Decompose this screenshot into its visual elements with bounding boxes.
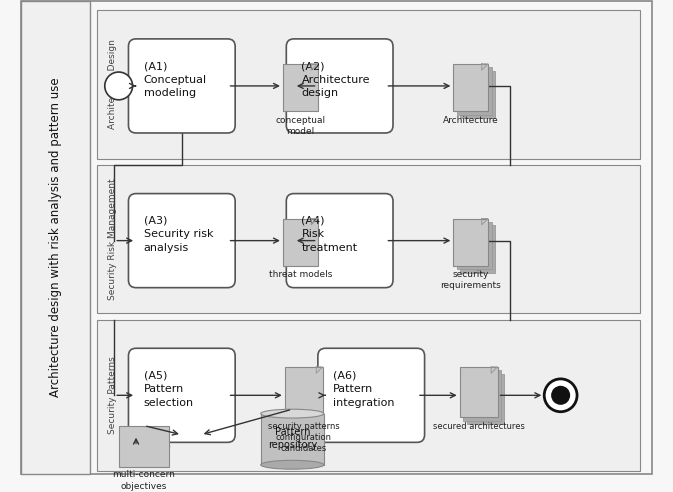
FancyBboxPatch shape [286, 193, 393, 288]
Text: security
requirements: security requirements [440, 270, 501, 290]
FancyBboxPatch shape [286, 67, 321, 115]
FancyBboxPatch shape [96, 10, 639, 158]
Text: Pattern
repository: Pattern repository [268, 427, 317, 450]
FancyBboxPatch shape [21, 0, 90, 474]
Text: Architecture design with risk analysis and pattern use: Architecture design with risk analysis a… [49, 78, 62, 397]
Text: (A5)
Pattern
selection: (A5) Pattern selection [143, 370, 194, 407]
FancyBboxPatch shape [457, 67, 491, 115]
FancyBboxPatch shape [460, 225, 495, 273]
FancyBboxPatch shape [460, 71, 495, 118]
Text: security patterns
configuration
candidates: security patterns configuration candidat… [268, 422, 340, 453]
FancyBboxPatch shape [463, 370, 501, 421]
FancyBboxPatch shape [290, 225, 324, 273]
Circle shape [105, 72, 133, 100]
Text: multi-concern
objectives: multi-concern objectives [112, 470, 176, 491]
FancyBboxPatch shape [96, 319, 639, 471]
FancyBboxPatch shape [129, 39, 235, 133]
FancyBboxPatch shape [283, 64, 318, 111]
Text: secured architectures: secured architectures [433, 422, 524, 431]
Text: (A6)
Pattern
integration: (A6) Pattern integration [333, 370, 394, 407]
Circle shape [544, 379, 577, 412]
FancyBboxPatch shape [318, 348, 425, 442]
FancyBboxPatch shape [291, 374, 330, 425]
Ellipse shape [260, 409, 324, 418]
FancyBboxPatch shape [454, 64, 488, 111]
FancyBboxPatch shape [457, 222, 491, 269]
FancyBboxPatch shape [129, 193, 235, 288]
Text: threat models: threat models [269, 270, 332, 279]
FancyBboxPatch shape [454, 218, 488, 266]
Text: (A4)
Risk
treatment: (A4) Risk treatment [302, 215, 357, 253]
FancyBboxPatch shape [118, 426, 169, 466]
Text: (A1)
Conceptual
modeling: (A1) Conceptual modeling [143, 61, 207, 98]
Text: Security Patterns: Security Patterns [108, 356, 117, 434]
FancyBboxPatch shape [290, 71, 324, 118]
FancyBboxPatch shape [129, 348, 235, 442]
Text: Architecture Design: Architecture Design [108, 39, 117, 129]
FancyBboxPatch shape [21, 0, 652, 474]
FancyBboxPatch shape [96, 165, 639, 313]
FancyBboxPatch shape [285, 367, 322, 417]
FancyBboxPatch shape [286, 222, 321, 269]
Ellipse shape [260, 461, 324, 469]
FancyBboxPatch shape [460, 367, 497, 417]
FancyBboxPatch shape [283, 218, 318, 266]
Text: (A3)
Security risk
analysis: (A3) Security risk analysis [143, 215, 213, 253]
FancyBboxPatch shape [286, 39, 393, 133]
Text: Architecture: Architecture [443, 116, 499, 124]
Text: Security Risk Management: Security Risk Management [108, 178, 117, 300]
FancyBboxPatch shape [466, 374, 505, 425]
FancyBboxPatch shape [260, 414, 324, 465]
Text: conceptual
model: conceptual model [275, 116, 325, 136]
Circle shape [551, 386, 570, 405]
FancyBboxPatch shape [288, 370, 326, 421]
Text: (A2)
Architecture
design: (A2) Architecture design [302, 61, 370, 98]
